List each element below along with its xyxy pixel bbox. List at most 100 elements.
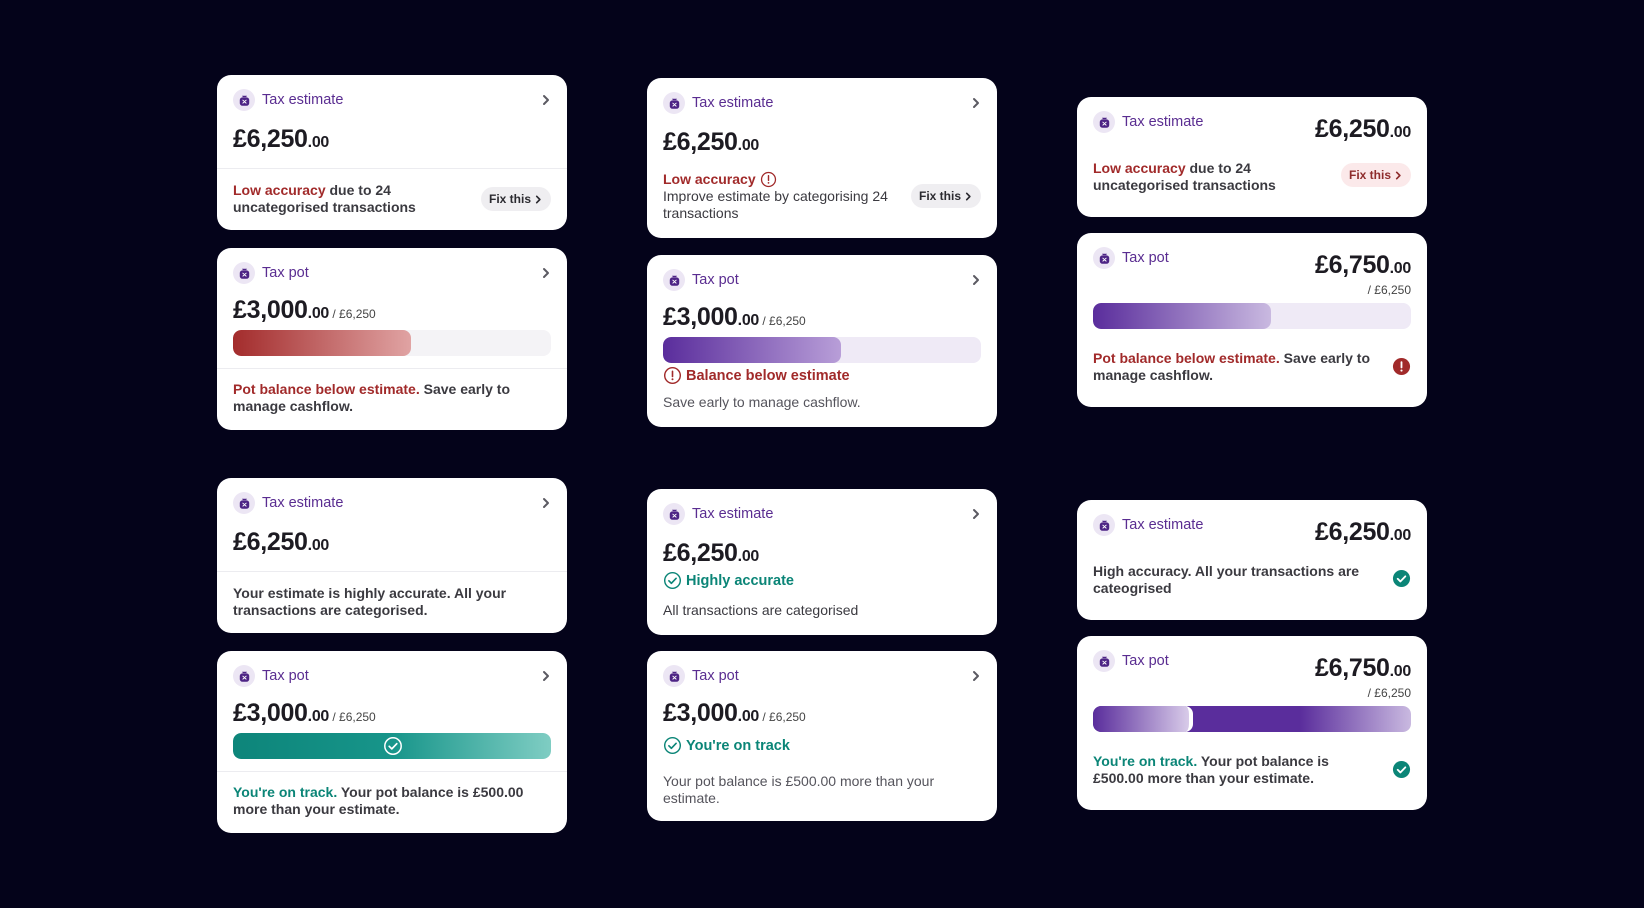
accuracy-message: Low accuracy due to 24 uncategorised tran… bbox=[1093, 160, 1276, 193]
estimate-amount: £6,250.00 bbox=[663, 128, 760, 156]
pot-progress-bar bbox=[1093, 706, 1411, 732]
check-filled-icon bbox=[1392, 760, 1411, 779]
fix-this-button[interactable]: Fix this bbox=[910, 184, 981, 208]
fix-this-button[interactable]: Fix this bbox=[480, 187, 551, 211]
card-header: Tax pot bbox=[663, 269, 739, 291]
tax-pot-card-low-v1[interactable]: Tax pot £3,000.00 / £6,250 Pot balance b… bbox=[217, 248, 567, 430]
estimate-amount: £6,250.00 bbox=[233, 125, 330, 153]
tax-pot-icon bbox=[1093, 514, 1115, 536]
accuracy-message: High accuracy. All your transactions are… bbox=[1093, 563, 1360, 596]
track-subtext: Your pot balance is £500.00 more than yo… bbox=[663, 773, 935, 806]
pot-progress-fill bbox=[663, 337, 842, 363]
tax-estimate-card-low-v1[interactable]: Tax estimate £6,250.00 Low accuracy due … bbox=[217, 75, 567, 230]
card-title: Tax pot bbox=[1122, 653, 1169, 669]
alert-filled-icon bbox=[1392, 357, 1411, 376]
estimate-amount: £6,250.00 bbox=[233, 528, 330, 556]
tax-pot-icon bbox=[233, 492, 255, 514]
chevron-right-icon[interactable] bbox=[969, 669, 983, 683]
pot-progress-bar bbox=[1093, 303, 1411, 329]
fix-this-button[interactable]: Fix this bbox=[1340, 163, 1411, 187]
card-header: Tax estimate bbox=[233, 89, 343, 111]
pot-amount: £6,750.00 bbox=[1314, 654, 1411, 682]
accuracy-message: Your estimate is highly accurate. All yo… bbox=[233, 585, 507, 618]
card-title: Tax pot bbox=[262, 265, 309, 281]
accuracy-message: Low accuracy due to 24 uncategorised tran… bbox=[233, 182, 416, 215]
card-title: Tax pot bbox=[692, 272, 739, 288]
card-header: Tax estimate bbox=[1093, 514, 1203, 536]
tax-pot-icon bbox=[233, 89, 255, 111]
chevron-right-icon[interactable] bbox=[539, 669, 553, 683]
pot-progress-bar bbox=[663, 337, 981, 363]
tax-pot-icon bbox=[1093, 650, 1115, 672]
chevron-right-icon[interactable] bbox=[969, 507, 983, 521]
tax-estimate-card-low-v3[interactable]: Tax estimate £6,250.00 Low accuracy due … bbox=[1077, 97, 1427, 217]
chevron-right-icon[interactable] bbox=[969, 273, 983, 287]
chevron-right-icon[interactable] bbox=[969, 96, 983, 110]
chevron-right-icon bbox=[534, 195, 543, 204]
tax-pot-card-low-v3[interactable]: Tax pot £6,750.00 / £6,250 Pot balance b… bbox=[1077, 233, 1427, 407]
card-title: Tax estimate bbox=[692, 506, 774, 522]
card-header: Tax pot bbox=[233, 262, 309, 284]
pot-amount: £3,000.00 / £6,250 bbox=[233, 296, 376, 324]
card-header: Tax pot bbox=[663, 665, 739, 687]
chevron-right-icon bbox=[1394, 171, 1403, 180]
card-title: Tax estimate bbox=[1122, 114, 1204, 130]
pot-amount: £3,000.00 / £6,250 bbox=[233, 699, 376, 727]
chevron-right-icon[interactable] bbox=[539, 496, 553, 510]
card-header: Tax estimate bbox=[663, 92, 773, 114]
accuracy-subtext: All transactions are categorised bbox=[663, 602, 859, 618]
accuracy-message: Low accuracy Improve estimate by categor… bbox=[663, 171, 888, 221]
tax-pot-icon bbox=[1093, 111, 1115, 133]
check-filled-icon bbox=[1392, 569, 1411, 588]
balance-subtext: Save early to manage cashflow. bbox=[663, 394, 861, 410]
estimate-amount: £6,250.00 bbox=[1314, 115, 1411, 143]
divider bbox=[217, 571, 567, 572]
card-header: Tax pot bbox=[1093, 247, 1169, 269]
tax-estimate-card-low-v2[interactable]: Tax estimate £6,250.00 Low accuracy Impr… bbox=[647, 78, 997, 238]
card-header: Tax estimate bbox=[663, 503, 773, 525]
pot-amount: £6,750.00 bbox=[1314, 251, 1411, 279]
pot-target: / £6,250 bbox=[1367, 686, 1411, 700]
chevron-right-icon[interactable] bbox=[539, 93, 553, 107]
alert-circle-icon bbox=[663, 366, 682, 385]
tax-estimate-card-high-v2[interactable]: Tax estimate £6,250.00 Highly accurate A… bbox=[647, 489, 997, 635]
card-title: Tax estimate bbox=[262, 92, 344, 108]
pot-progress-overflow-marker bbox=[1093, 706, 1193, 732]
pot-progress-fill bbox=[1093, 303, 1272, 329]
estimate-amount: £6,250.00 bbox=[663, 539, 760, 567]
card-title: Tax estimate bbox=[692, 95, 774, 111]
card-title: Tax estimate bbox=[262, 495, 344, 511]
card-title: Tax pot bbox=[262, 668, 309, 684]
tax-pot-icon bbox=[233, 262, 255, 284]
chevron-right-icon[interactable] bbox=[539, 266, 553, 280]
alert-circle-icon bbox=[760, 171, 777, 188]
balance-status: Balance below estimate bbox=[663, 366, 850, 385]
pot-target: / £6,250 bbox=[1367, 283, 1411, 297]
card-header: Tax pot bbox=[233, 665, 309, 687]
divider bbox=[217, 771, 567, 772]
tax-estimate-card-high-v1[interactable]: Tax estimate £6,250.00 Your estimate is … bbox=[217, 478, 567, 633]
pot-progress-fill bbox=[233, 330, 412, 356]
tax-pot-card-track-v2[interactable]: Tax pot £3,000.00 / £6,250 You're on tra… bbox=[647, 651, 997, 821]
tax-pot-icon bbox=[663, 92, 685, 114]
check-circle-icon bbox=[383, 736, 403, 756]
tax-pot-icon bbox=[1093, 247, 1115, 269]
card-header: Tax pot bbox=[1093, 650, 1169, 672]
tax-pot-card-track-v3[interactable]: Tax pot £6,750.00 / £6,250 You're on tra… bbox=[1077, 636, 1427, 810]
card-header: Tax estimate bbox=[233, 492, 343, 514]
pot-message: You're on track. Your pot balance is £50… bbox=[233, 784, 524, 817]
card-title: Tax pot bbox=[692, 668, 739, 684]
pot-message: You're on track. Your pot balance is £500… bbox=[1093, 753, 1329, 786]
pot-progress-bar bbox=[233, 330, 551, 356]
card-header: Tax estimate bbox=[1093, 111, 1203, 133]
divider bbox=[217, 168, 567, 169]
pot-amount: £3,000.00 / £6,250 bbox=[663, 699, 806, 727]
tax-pot-icon bbox=[233, 665, 255, 687]
pot-message: Pot balance below estimate. Save early t… bbox=[1093, 350, 1371, 383]
tax-pot-card-track-v1[interactable]: Tax pot £3,000.00 / £6,250 You're on tra… bbox=[217, 651, 567, 833]
tax-estimate-card-high-v3[interactable]: Tax estimate £6,250.00 High accuracy. Al… bbox=[1077, 500, 1427, 620]
tax-pot-icon bbox=[663, 269, 685, 291]
divider bbox=[217, 368, 567, 369]
tax-pot-card-low-v2[interactable]: Tax pot £3,000.00 / £6,250 Balance below… bbox=[647, 255, 997, 427]
card-title: Tax estimate bbox=[1122, 517, 1204, 533]
